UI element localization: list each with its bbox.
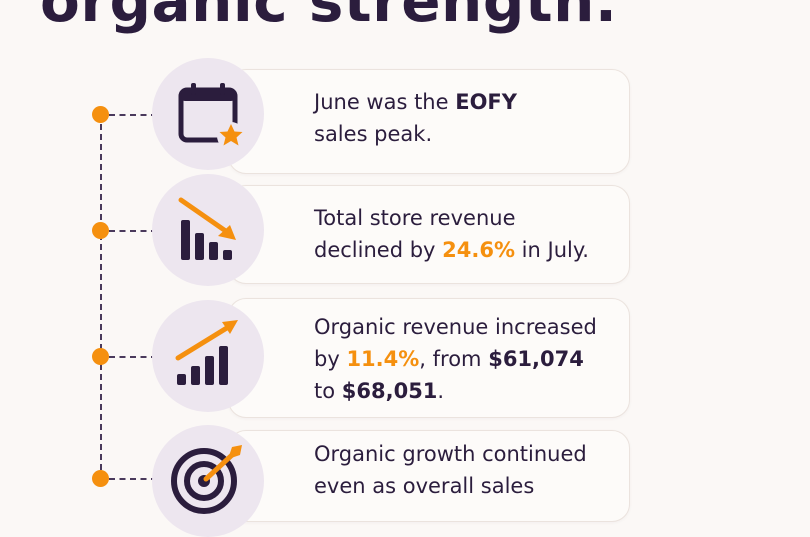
- timeline-dot: [92, 470, 109, 487]
- card-text: June was the EOFY sales peak.: [314, 90, 517, 146]
- timeline-dot: [92, 348, 109, 365]
- info-card: [228, 185, 630, 284]
- target-arrow-icon: [152, 425, 264, 537]
- info-card: [228, 69, 630, 174]
- connector-line: [109, 230, 157, 232]
- calendar-star-icon: [152, 58, 264, 170]
- connector-line: [109, 356, 157, 358]
- headline: organic strength.: [40, 0, 618, 35]
- timeline-dot: [92, 222, 109, 239]
- growth-bar-chart-icon: [152, 300, 264, 412]
- timeline-dot: [92, 106, 109, 123]
- card-text: Organic revenue increased by 11.4%, from…: [314, 315, 597, 403]
- info-card: [228, 298, 630, 418]
- connector-line: [109, 114, 157, 116]
- card-text: Total store revenue declined by 24.6% in…: [314, 206, 589, 262]
- declining-bar-chart-icon: [152, 174, 264, 286]
- timeline-line: [100, 114, 102, 480]
- connector-line: [109, 478, 157, 480]
- card-text: Organic growth continued even as overall…: [314, 442, 587, 498]
